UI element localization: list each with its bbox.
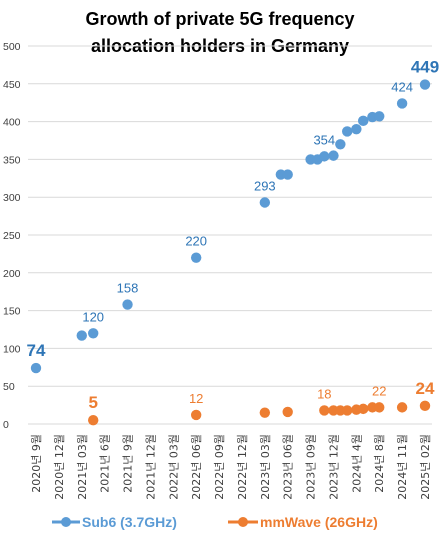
mmwave-data-label: 12 (189, 391, 203, 406)
sub6-point (358, 115, 369, 127)
x-tick-label: 2021년 9월 (122, 434, 135, 493)
sub6-point (374, 111, 385, 122)
sub6-point (282, 169, 293, 180)
x-tick-label: 2020년 12월 (53, 434, 66, 500)
y-tick-label: 250 (3, 230, 21, 242)
sub6-point (396, 98, 408, 109)
sub6-point (342, 126, 353, 137)
sub6-data-label: 120 (82, 309, 104, 324)
legend-marker (61, 517, 71, 527)
mmwave-point (88, 415, 99, 426)
x-tick-label: 2021년 12월 (144, 434, 157, 500)
legend-marker (238, 517, 248, 527)
y-tick-label: 450 (3, 79, 21, 91)
sub6-point (419, 79, 431, 90)
mmwave-data-label: 22 (372, 383, 386, 398)
mmwave-point (319, 405, 330, 416)
y-tick-label: 300 (3, 192, 21, 204)
mmwave-data-label: 18 (317, 386, 331, 401)
x-tick-label: 2021년 6월 (99, 434, 112, 493)
y-tick-label: 200 (3, 268, 21, 280)
sub6-point (259, 197, 271, 208)
y-tick-label: 400 (3, 117, 21, 129)
x-tick-label: 2022년 06월 (190, 434, 203, 500)
sub6-point (190, 252, 202, 263)
mmwave-point (282, 406, 293, 418)
legend-item: mmWave (26GHz) (228, 514, 378, 530)
chart-title-line-1: Growth of private 5G frequency (85, 9, 354, 29)
x-tick-label: 2021년 03월 (76, 434, 89, 500)
mmwave-point (396, 402, 408, 413)
mmwave-point (342, 405, 353, 416)
y-tick-label: 100 (3, 343, 21, 355)
y-tick-label: 50 (3, 381, 15, 393)
x-tick-label: 2023년 03월 (259, 434, 272, 500)
mmwave-point (374, 402, 385, 413)
x-tick-label: 2024년 4월 (350, 434, 363, 493)
mmwave-point (259, 407, 271, 418)
sub6-point (88, 328, 99, 339)
x-axis: 2020년 9월 2020년 12월 2021년 03월 2021년 6월 2021년 … (30, 434, 432, 500)
chart-title: Growth of private 5G frequency allocatio… (85, 9, 354, 56)
sub6-data-label: 220 (185, 234, 207, 249)
x-tick-label: 2020년 9월 (30, 434, 43, 493)
sub6-data-label: 74 (27, 341, 46, 360)
x-tick-label: 2024년 11월 (396, 434, 409, 500)
y-tick-label: 500 (3, 41, 21, 53)
mmwave-data-label: 5 (88, 393, 97, 412)
x-tick-label: 2025년 02월 (419, 434, 432, 500)
x-tick-label: 2022년 03월 (167, 434, 180, 500)
x-tick-label: 2024년 8월 (373, 434, 386, 493)
y-tick-label: 0 (3, 419, 9, 431)
y-tick-label: 150 (3, 306, 21, 318)
mmwave-point (358, 403, 369, 415)
x-tick-label: 2023년 06월 (282, 434, 295, 500)
data-labels: 74 120 158 220 293 354 424 449 5 12 18 22 24 (27, 58, 440, 413)
sub6-data-label: 354 (313, 132, 335, 147)
mmwave-data-label: 24 (416, 379, 435, 398)
x-tick-label: 2022년 12월 (236, 434, 249, 500)
sub6-point (76, 330, 87, 341)
mmwave-point (419, 400, 431, 412)
x-tick-label: 2023년 12월 (327, 434, 340, 500)
legend-item: Sub6 (3.7GHz) (52, 514, 177, 530)
mmwave-point (190, 409, 202, 421)
legend-label: mmWave (26GHz) (260, 514, 378, 530)
legend-label: Sub6 (3.7GHz) (82, 514, 177, 530)
y-axis: 0 50 100 150 200 250 300 350 400 450 500 (3, 41, 21, 431)
x-tick-label: 2023년 09월 (305, 434, 318, 500)
legend: Sub6 (3.7GHz) mmWave (26GHz) (52, 514, 378, 530)
y-tick-label: 350 (3, 154, 21, 166)
sub6-point (30, 362, 42, 374)
gridlines (28, 45, 432, 425)
data-points (30, 79, 431, 426)
sub6-point (319, 151, 330, 162)
sub6-point (335, 139, 346, 150)
sub6-data-label: 158 (117, 281, 139, 296)
sub6-data-label: 449 (411, 58, 439, 77)
sub6-point (351, 123, 362, 135)
sub6-point (328, 150, 339, 161)
sub6-data-label: 424 (391, 79, 413, 94)
sub6-data-label: 293 (254, 178, 276, 193)
sub6-point (122, 299, 133, 310)
x-tick-label: 2022년 09월 (213, 434, 226, 500)
